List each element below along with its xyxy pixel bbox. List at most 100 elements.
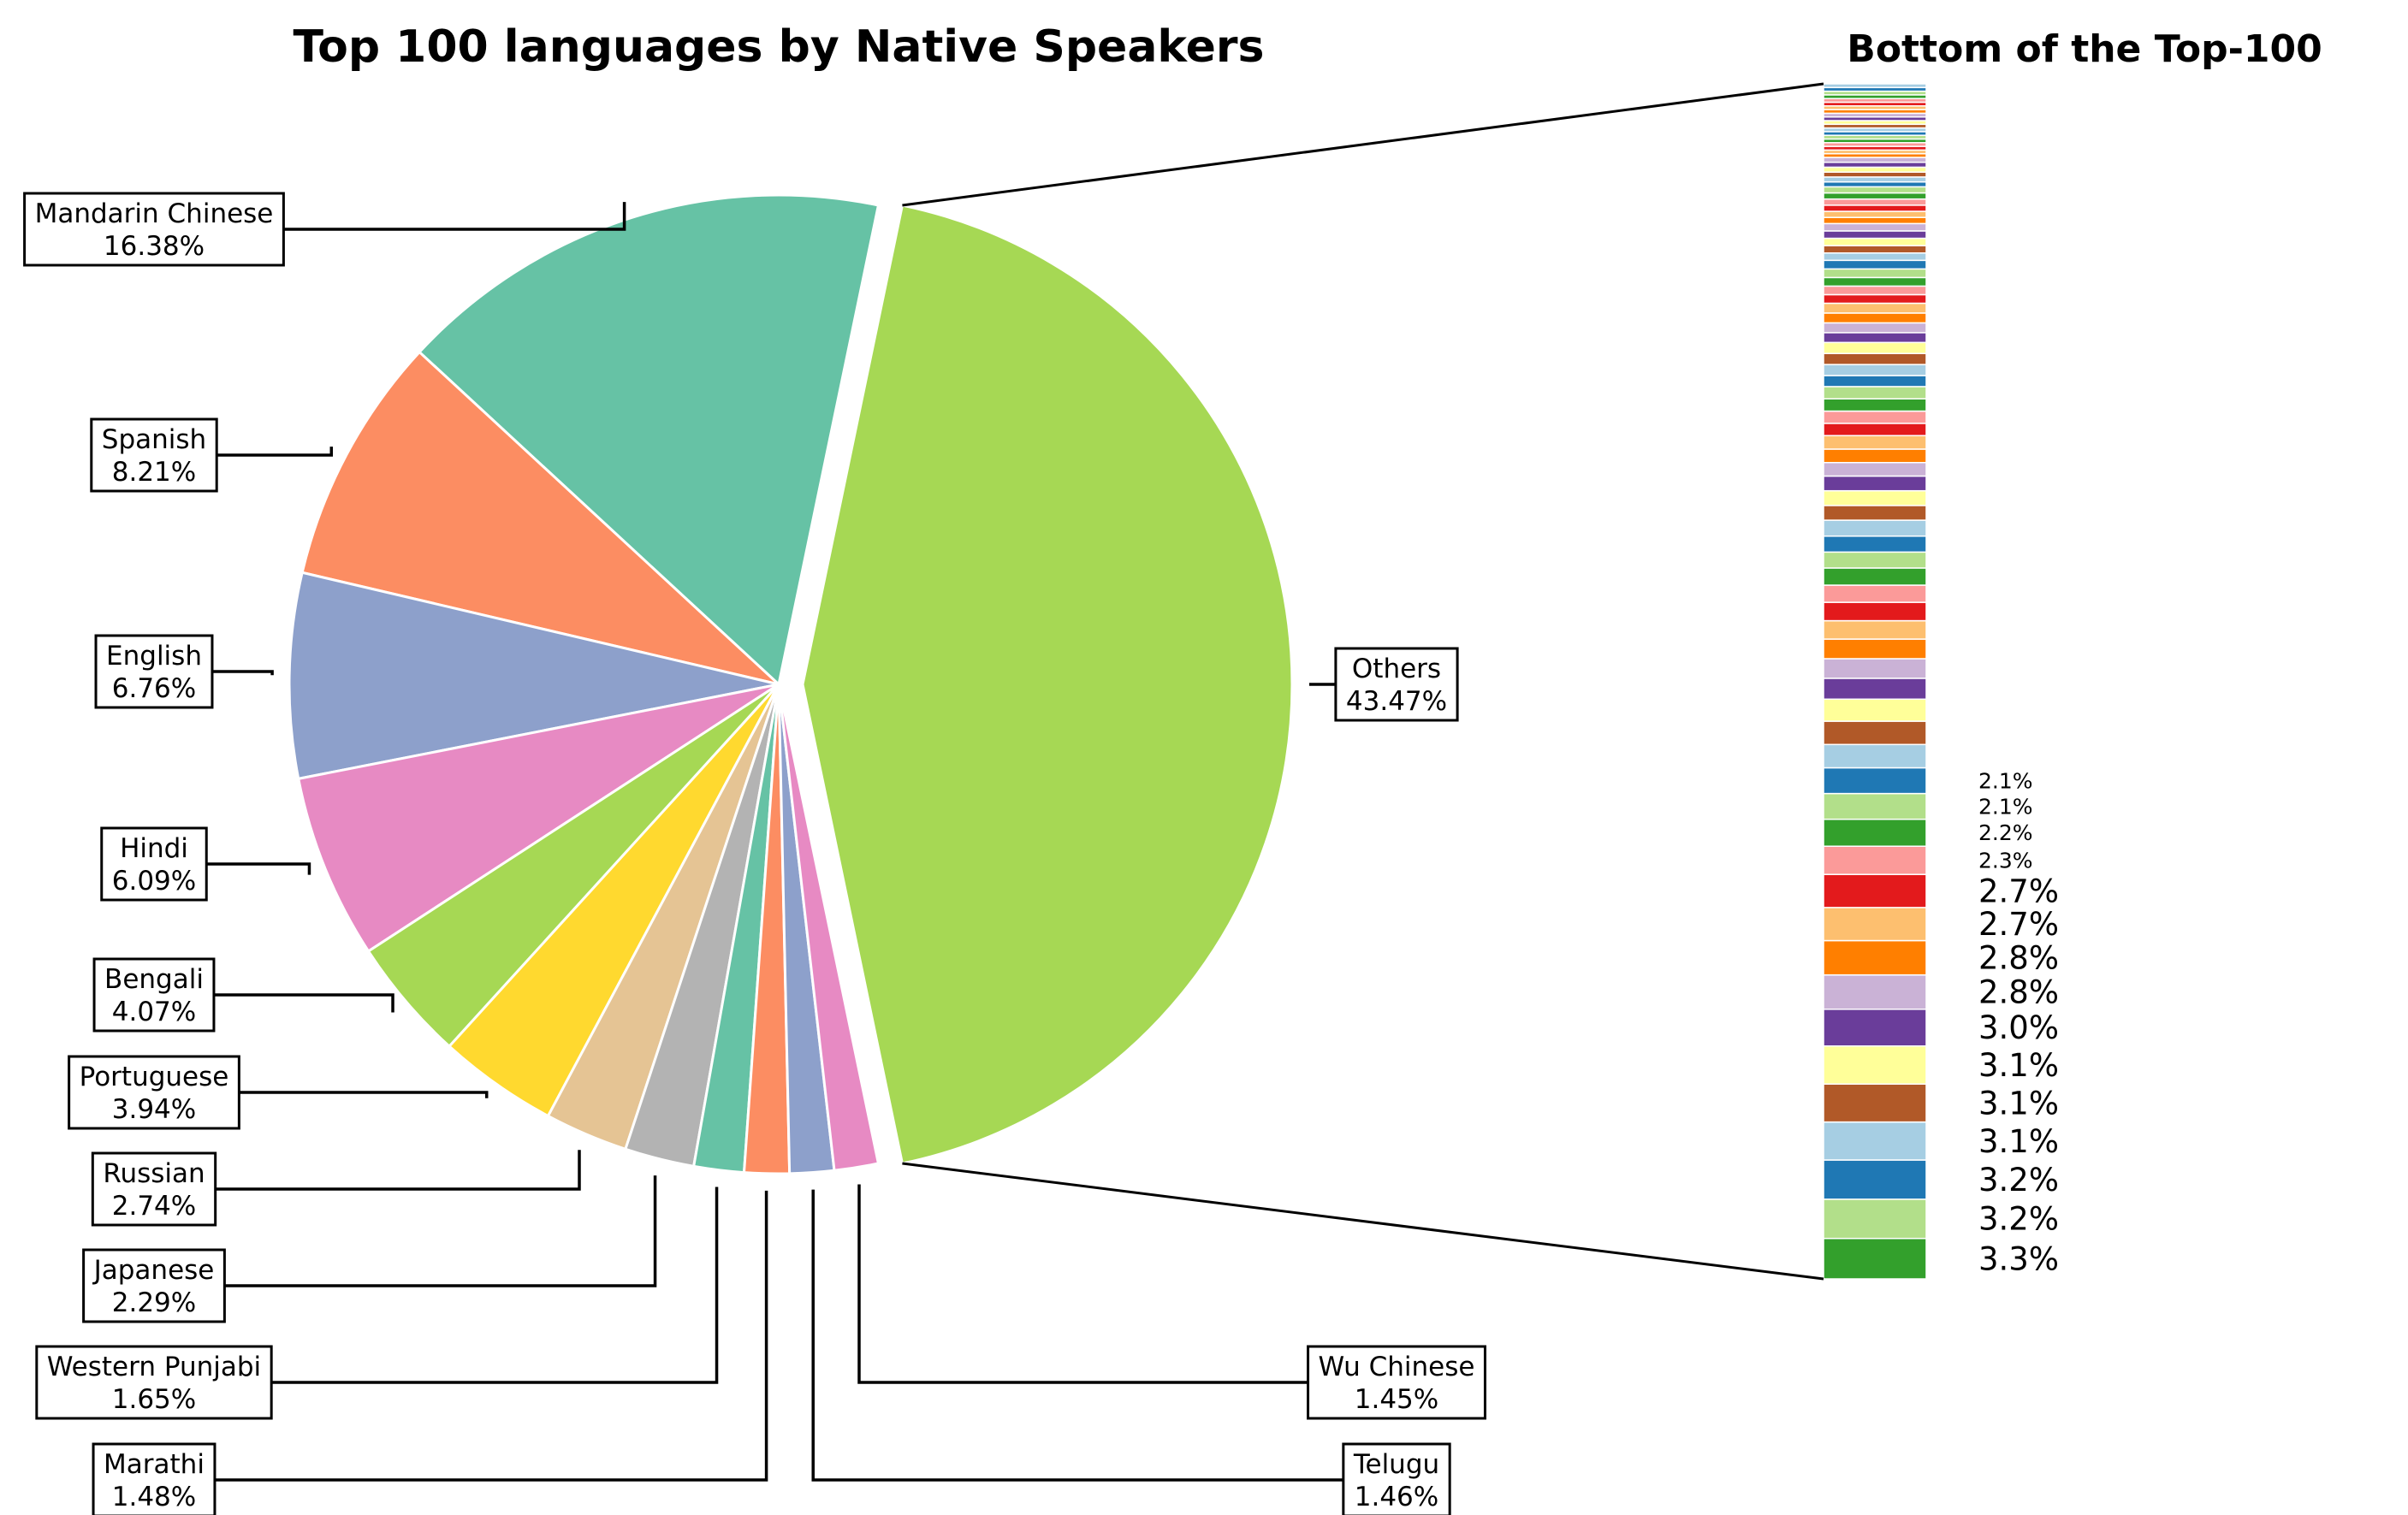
bar-segment-label: 3.3% bbox=[1978, 1240, 2059, 1277]
bar-segment bbox=[1823, 505, 1927, 521]
pie-label-value: 2.74% bbox=[112, 1191, 196, 1222]
bar-segment-label: 3.0% bbox=[1978, 1009, 2059, 1046]
bar-segment bbox=[1823, 364, 1927, 376]
bar-segment bbox=[1823, 352, 1927, 365]
pie-label-box bbox=[100, 826, 208, 902]
bar-segment bbox=[1823, 216, 1927, 225]
bar-segment bbox=[1823, 1237, 1927, 1280]
bar-segment bbox=[1823, 873, 1927, 908]
pie-slice-mandarin-chinese bbox=[417, 193, 881, 687]
pie-label-name: Russian bbox=[103, 1158, 205, 1189]
bar-segment bbox=[1823, 720, 1927, 746]
bar-segment bbox=[1823, 375, 1927, 388]
bar-segment bbox=[1823, 435, 1927, 450]
bar-segment bbox=[1823, 448, 1927, 464]
bar-segment bbox=[1823, 698, 1927, 722]
bar-segment bbox=[1823, 601, 1927, 622]
pie-slice-wu-chinese bbox=[777, 684, 881, 1172]
bar-segment bbox=[1823, 398, 1927, 412]
bar-segment bbox=[1823, 198, 1927, 206]
pie-leader-line bbox=[811, 1189, 1343, 1482]
bar-segment bbox=[1823, 766, 1927, 795]
pie-label-value: 16.38% bbox=[104, 231, 205, 262]
bar-segment bbox=[1823, 386, 1927, 399]
pie-label-name: Western Punjabi bbox=[47, 1352, 261, 1382]
pie-leader-line bbox=[213, 993, 394, 1013]
pie-label-box bbox=[92, 1442, 216, 1515]
pie-label-box bbox=[1307, 1345, 1486, 1420]
pie-label-name: Japanese bbox=[92, 1255, 215, 1286]
bar-segment-label: 2.3% bbox=[1978, 848, 2033, 873]
pie-label-name: Hindi bbox=[120, 833, 188, 864]
pie-slice-hindi bbox=[296, 683, 780, 954]
bar-segment bbox=[1823, 939, 1927, 976]
bar-segment bbox=[1823, 161, 1927, 169]
pie-label-box bbox=[23, 192, 285, 267]
pie-label-value: 1.45% bbox=[1355, 1384, 1438, 1415]
bar-segment bbox=[1823, 312, 1927, 324]
bar-segment bbox=[1823, 341, 1927, 354]
bar-segment bbox=[1823, 792, 1927, 820]
pie-leader-line bbox=[216, 447, 334, 457]
bar-segment-label: 2.2% bbox=[1978, 820, 2033, 845]
pie-label-value: 8.21% bbox=[112, 457, 196, 488]
bar-segment-label: 2.7% bbox=[1978, 873, 2059, 909]
pie-label-name: Spanish bbox=[102, 424, 206, 455]
bar-segment bbox=[1823, 1009, 1927, 1047]
bar-segment bbox=[1823, 1198, 1927, 1240]
bar-segment bbox=[1823, 83, 1927, 89]
bar-segment bbox=[1823, 230, 1927, 240]
bar-segment bbox=[1823, 276, 1927, 287]
bar-segment bbox=[1823, 818, 1927, 847]
bar-title: Bottom of the Top-100 bbox=[1847, 27, 2322, 71]
bar-segment-label: 3.2% bbox=[1978, 1201, 2059, 1238]
pie-label-box bbox=[1334, 647, 1459, 722]
pie-label-value: 1.65% bbox=[112, 1384, 196, 1415]
bar-segment bbox=[1823, 638, 1927, 660]
pie-leader-line bbox=[271, 1187, 719, 1384]
bar-segment-label: 3.1% bbox=[1978, 1047, 2059, 1084]
bar-segment bbox=[1823, 171, 1927, 178]
pie-label-name: Marathi bbox=[104, 1449, 205, 1480]
bar-segment-label: 3.1% bbox=[1978, 1085, 2059, 1121]
pie-chart bbox=[288, 193, 1294, 1175]
pie-slice-english bbox=[288, 571, 780, 781]
bar-segment bbox=[1823, 222, 1927, 232]
pie-leader-line bbox=[214, 1190, 768, 1482]
connector-lines bbox=[206, 82, 1824, 1482]
stacked-bar: 3.3%3.2%3.2%3.1%3.1%3.1%3.0%2.8%2.8%2.7%… bbox=[1823, 83, 2059, 1280]
bar-segment bbox=[1823, 285, 1927, 296]
bar-segment bbox=[1823, 678, 1927, 701]
bar-segment-label: 2.1% bbox=[1978, 794, 2033, 819]
bar-segment bbox=[1823, 743, 1927, 769]
pie-label-value: 1.46% bbox=[1355, 1482, 1438, 1512]
pie-label-box bbox=[68, 1055, 240, 1130]
bar-segment bbox=[1823, 974, 1927, 1010]
pie-label-value: 6.76% bbox=[112, 673, 196, 704]
bar-segment bbox=[1823, 157, 1927, 163]
pie-label-value: 4.07% bbox=[112, 997, 196, 1027]
pie-leader-line bbox=[215, 1150, 581, 1191]
bar-segment bbox=[1823, 489, 1927, 506]
bar-segment-label: 2.8% bbox=[1978, 940, 2059, 977]
bar-segment-label: 2.7% bbox=[1978, 906, 2059, 943]
pie-label-box bbox=[90, 417, 218, 493]
bar-segment bbox=[1823, 268, 1927, 279]
bar-segment bbox=[1823, 1045, 1927, 1085]
bar-segment-label: 2.1% bbox=[1978, 768, 2033, 793]
pie-slice-others bbox=[801, 204, 1294, 1165]
pie-label-value: 1.48% bbox=[112, 1482, 196, 1512]
bar-segment bbox=[1823, 619, 1927, 640]
pie-label-value: 2.29% bbox=[112, 1287, 196, 1318]
pie-label-name: English bbox=[106, 641, 202, 672]
bar-segment bbox=[1823, 461, 1927, 477]
pie-label-box bbox=[92, 957, 216, 1033]
